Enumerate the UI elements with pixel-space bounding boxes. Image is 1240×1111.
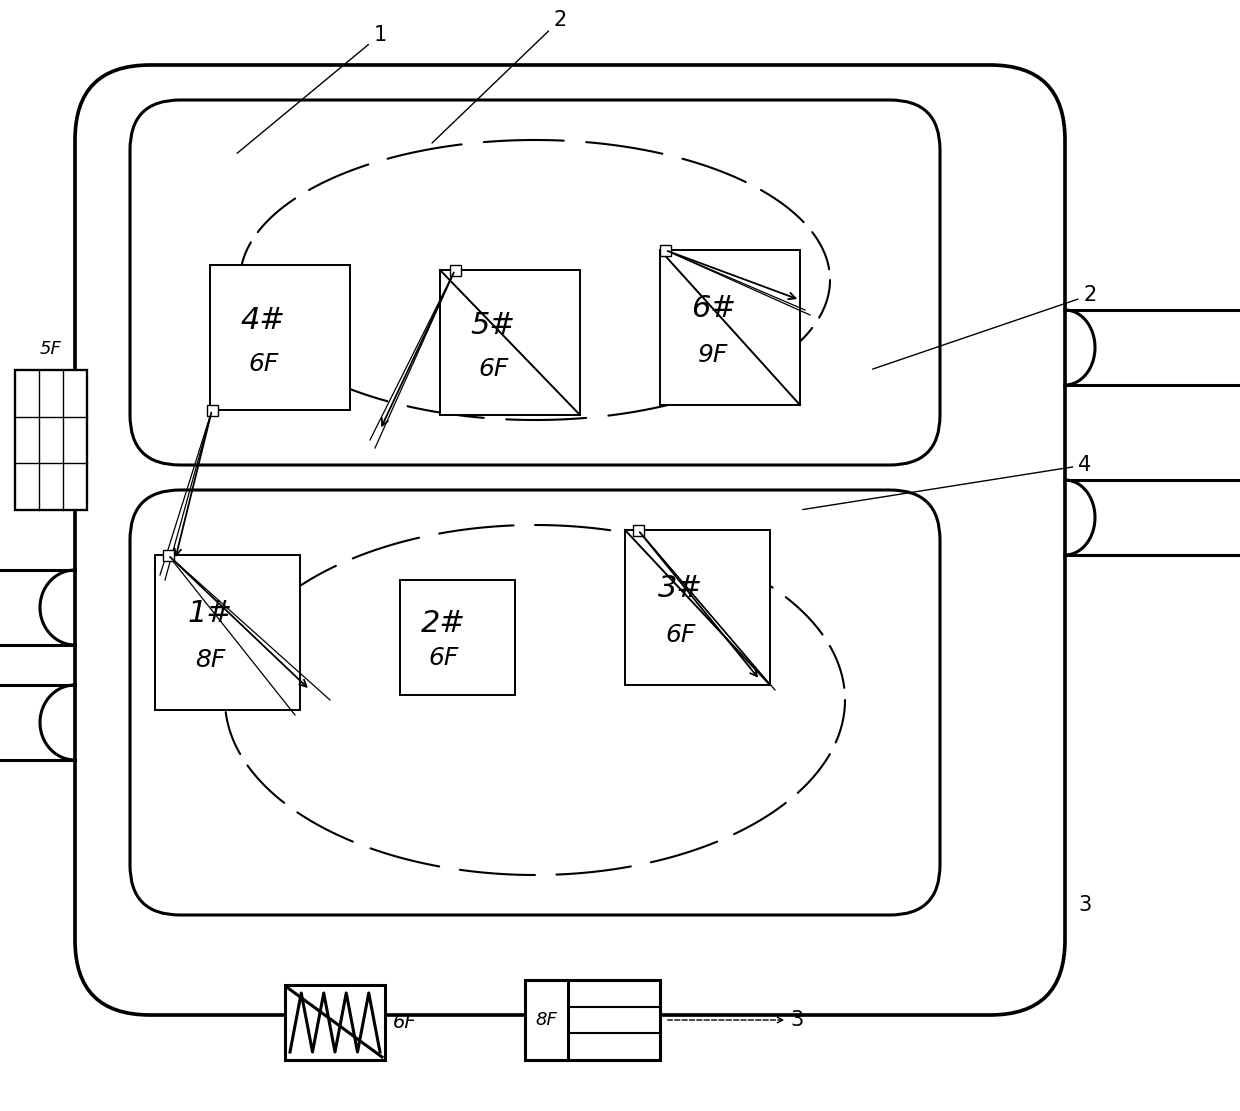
Text: 1#: 1# (187, 600, 233, 629)
Text: 3#: 3# (657, 574, 703, 603)
Text: 8F: 8F (195, 649, 226, 672)
Text: 5#: 5# (471, 311, 516, 340)
Text: 1: 1 (237, 26, 387, 153)
Text: 6F: 6F (248, 351, 278, 376)
FancyBboxPatch shape (130, 490, 940, 915)
Text: 8F: 8F (536, 1011, 558, 1029)
Bar (207, 404, 217, 416)
Text: 3: 3 (668, 1010, 804, 1030)
Bar (401, 580, 515, 695)
Text: 2#: 2# (422, 609, 466, 638)
Bar (660, 244, 671, 256)
Text: 9F: 9F (698, 343, 728, 368)
Text: 6F: 6F (393, 1013, 417, 1032)
Text: 2: 2 (873, 286, 1096, 369)
Bar (162, 550, 174, 561)
Text: 6F: 6F (429, 647, 459, 670)
Bar (15, 370, 87, 510)
Bar (660, 250, 800, 406)
Text: 2: 2 (432, 10, 567, 143)
Bar (285, 985, 384, 1060)
Bar (625, 530, 770, 685)
Bar (155, 556, 300, 710)
Bar (210, 266, 350, 410)
Text: 3: 3 (1079, 895, 1091, 915)
Bar (449, 264, 460, 276)
Text: 4#: 4# (241, 306, 285, 334)
Text: 6#: 6# (691, 294, 735, 323)
FancyBboxPatch shape (74, 66, 1065, 1015)
FancyBboxPatch shape (130, 100, 940, 466)
Text: 6F: 6F (665, 623, 696, 648)
Text: 4: 4 (802, 456, 1091, 510)
Text: 5F: 5F (40, 340, 62, 358)
Bar (440, 270, 580, 416)
Bar (632, 524, 644, 536)
Text: 6F: 6F (479, 357, 508, 381)
Bar (525, 980, 660, 1060)
